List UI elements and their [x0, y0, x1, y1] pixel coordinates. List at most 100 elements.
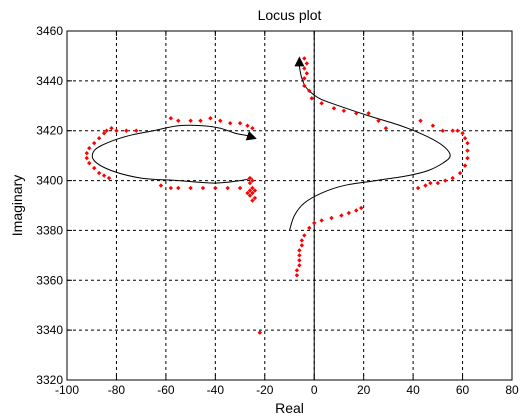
data-point [168, 116, 174, 121]
x-tick-label: 60 [456, 383, 470, 397]
data-point [101, 131, 107, 136]
data-point [440, 128, 445, 133]
data-point [294, 273, 300, 278]
data-point [418, 118, 423, 123]
data-point [462, 163, 468, 168]
data-point [450, 128, 455, 133]
data-point [366, 111, 371, 116]
data-point [218, 118, 223, 123]
data-point [91, 140, 97, 146]
data-point [297, 258, 302, 263]
data-point [319, 218, 324, 223]
data-point [455, 128, 460, 133]
data-point [200, 185, 206, 191]
data-point [302, 83, 307, 89]
data-point [450, 175, 455, 181]
data-point [87, 145, 92, 151]
x-tick-label: 40 [406, 383, 420, 397]
data-point [168, 185, 174, 191]
data-point [124, 128, 129, 133]
locus-markers [84, 56, 470, 335]
x-tick-label: -80 [108, 383, 126, 397]
x-tick-label: 80 [505, 383, 519, 397]
data-point [428, 180, 433, 186]
data-point [247, 175, 253, 181]
data-point [307, 88, 312, 94]
data-point [134, 128, 139, 133]
data-point [106, 175, 112, 181]
data-point [158, 183, 164, 188]
data-point [415, 185, 421, 191]
data-point [304, 61, 310, 66]
data-point [176, 185, 181, 191]
data-point [91, 165, 97, 171]
data-point [465, 155, 470, 161]
y-tick-label: 3340 [36, 323, 63, 337]
data-point [460, 131, 465, 136]
x-tick-label: -60 [157, 383, 175, 397]
data-point [465, 148, 470, 153]
data-point [247, 193, 253, 198]
data-point [354, 111, 359, 116]
locus-curve-2 [289, 56, 451, 231]
chart-title: Locus plot [258, 7, 322, 23]
data-point [208, 116, 213, 121]
y-axis-label: Imaginary [9, 175, 25, 236]
y-tick-label: 3380 [36, 223, 63, 237]
data-point [443, 178, 448, 183]
data-point [114, 128, 119, 133]
data-point [297, 248, 302, 253]
data-point [294, 268, 300, 273]
data-point [250, 198, 255, 203]
data-point [309, 96, 314, 101]
data-point [213, 185, 218, 191]
data-point [96, 170, 102, 176]
data-point [329, 215, 334, 221]
plot-background [67, 31, 512, 380]
data-point [247, 188, 253, 193]
x-tick-label: -100 [55, 383, 79, 397]
data-point [109, 126, 114, 131]
data-point [247, 180, 253, 186]
data-point [307, 225, 312, 231]
data-point [302, 66, 307, 71]
data-point [319, 101, 324, 106]
data-point [104, 128, 109, 133]
data-point [227, 121, 233, 126]
data-point [297, 253, 302, 258]
data-point [302, 233, 307, 238]
x-tick-label: 0 [311, 383, 318, 397]
data-point [84, 150, 89, 156]
data-point [250, 126, 255, 131]
data-point [383, 126, 389, 131]
data-point [299, 243, 305, 248]
data-point [304, 71, 310, 76]
data-point [423, 183, 428, 188]
locus-curves [91, 56, 451, 231]
y-tick-label: 3460 [36, 24, 63, 38]
data-point [302, 76, 307, 81]
x-tick-label: -20 [256, 383, 274, 397]
data-point [341, 108, 347, 113]
data-point [302, 56, 307, 61]
data-point [299, 238, 305, 243]
data-point [312, 220, 317, 226]
data-point [225, 185, 230, 191]
data-point [198, 118, 203, 123]
data-point [84, 155, 89, 161]
data-point [457, 170, 463, 176]
x-tick-label: 20 [357, 383, 371, 397]
data-point [252, 195, 258, 201]
data-point [376, 118, 381, 123]
data-point [245, 190, 250, 196]
data-point [331, 106, 337, 111]
data-point [297, 263, 302, 268]
data-point [252, 188, 258, 193]
data-point [354, 208, 359, 213]
data-point [176, 118, 181, 123]
data-point [358, 205, 364, 211]
data-point [87, 160, 92, 166]
data-point [430, 123, 436, 128]
data-point [96, 135, 102, 141]
